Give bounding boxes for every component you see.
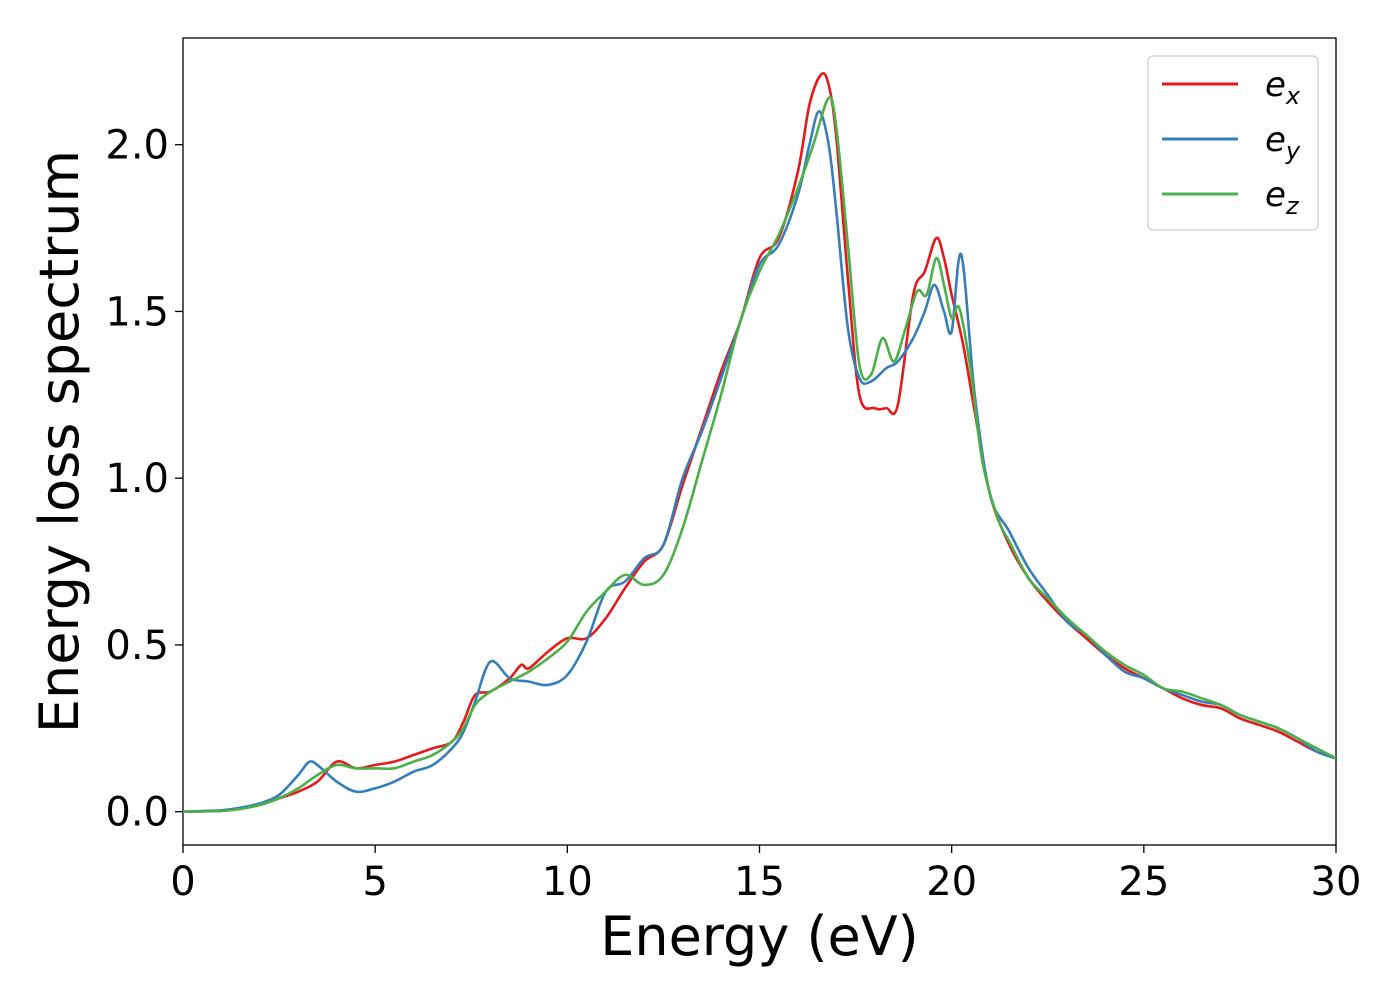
x-tick-label: 15 <box>734 859 785 905</box>
y-tick-label: 1.5 <box>105 289 169 335</box>
y-tick-label: 0.5 <box>105 623 169 669</box>
legend-label-ex: ex <box>1265 65 1301 110</box>
x-tick-label: 0 <box>170 859 195 905</box>
series-line-ey <box>183 110 1336 813</box>
series-line-ez <box>183 96 1336 813</box>
y-tick-label: 0.0 <box>105 790 169 836</box>
y-axis-label: Energy loss spectrum <box>28 150 91 733</box>
x-axis: 0 5 10 15 20 25 30 <box>170 845 1361 905</box>
legend-label-ey: ey <box>1265 120 1301 165</box>
x-axis-label: Energy (eV) <box>600 905 919 968</box>
y-axis: 0.0 0.5 1.0 1.5 2.0 <box>105 123 183 836</box>
y-tick-label: 2.0 <box>105 123 169 169</box>
x-tick-label: 20 <box>926 859 977 905</box>
x-tick-label: 30 <box>1311 859 1362 905</box>
x-tick-label: 25 <box>1118 859 1169 905</box>
x-tick-label: 10 <box>542 859 593 905</box>
y-tick-label: 1.0 <box>105 456 169 502</box>
legend-box <box>1147 55 1319 231</box>
series-layer <box>183 72 1336 813</box>
x-tick-label: 5 <box>362 859 387 905</box>
